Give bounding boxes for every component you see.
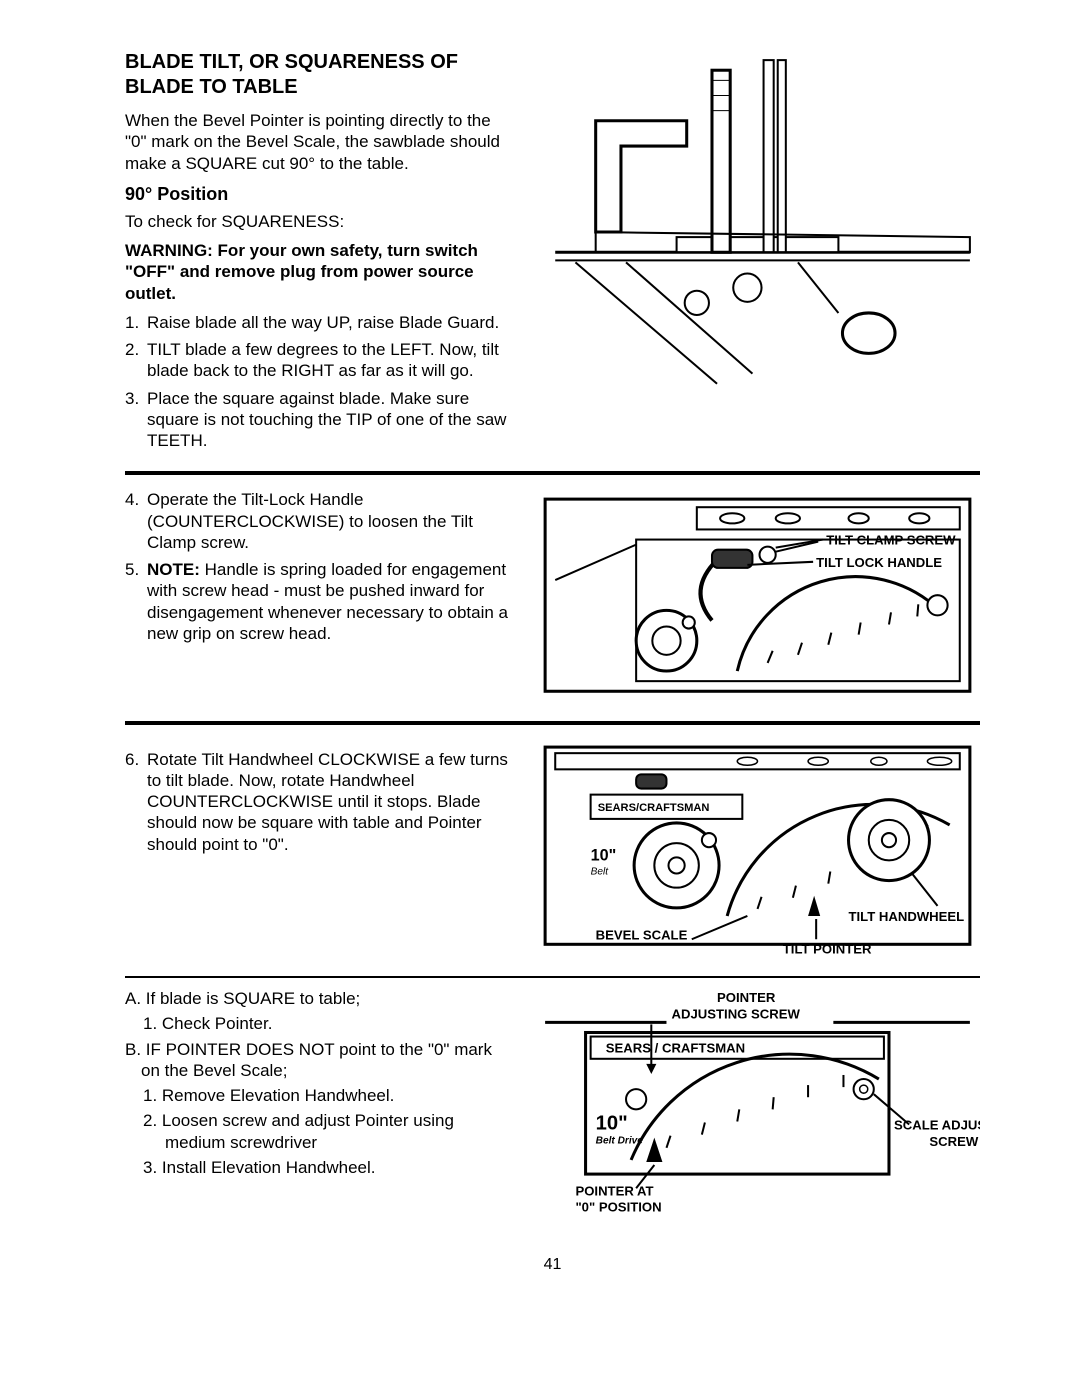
figure-2-tilt-lock: TILT CLAMP SCREW TILT LOCK HANDLE — [535, 489, 980, 706]
ninety-deg-heading: 90° Position — [125, 184, 515, 205]
figure-3-tilt-handwheel: SEARS/CRAFTSMAN 10" Belt — [535, 739, 980, 967]
label-tilt-lock-handle: TILT LOCK HANDLE — [816, 555, 942, 570]
warning-line: WARNING: For your own safety, turn switc… — [125, 240, 515, 304]
intro-paragraph: When the Bevel Pointer is pointing direc… — [125, 110, 515, 174]
figure-2-svg: TILT CLAMP SCREW TILT LOCK HANDLE — [535, 489, 980, 701]
sec-b-2: 2. Loosen screw and adjust Pointer using… — [125, 1110, 515, 1153]
step-5-text: Handle is spring loaded for engagement w… — [147, 560, 508, 643]
label-belt-drive: Belt Drive — [596, 1136, 644, 1147]
sec-b: B. IF POINTER DOES NOT point to the "0" … — [125, 1039, 515, 1082]
step-2: 2.TILT blade a few degrees to the LEFT. … — [125, 339, 515, 382]
label-tilt-clamp-screw: TILT CLAMP SCREW — [826, 533, 956, 548]
rule-3 — [125, 976, 980, 978]
label-tilt-handwheel: TILT HANDWHEEL — [849, 909, 965, 924]
step-4: 4.Operate the Tilt-Lock Handle (COUNTERC… — [125, 489, 515, 553]
step-2-text: TILT blade a few degrees to the LEFT. No… — [147, 340, 499, 380]
sec-a: A. If blade is SQUARE to table; — [125, 988, 515, 1009]
rule-1 — [125, 471, 980, 475]
rule-2 — [125, 721, 980, 725]
figure-1-square-on-blade — [535, 50, 980, 399]
sec-b-3: 3. Install Elevation Handwheel. — [125, 1157, 515, 1178]
manual-page: BLADE TILT, OR SQUARENESS OF BLADE TO TA… — [125, 50, 980, 1274]
block-1-text: BLADE TILT, OR SQUARENESS OF BLADE TO TA… — [125, 50, 535, 457]
step-1: 1.Raise blade all the way UP, raise Blad… — [125, 312, 515, 333]
figure-4-pointer-adjust: POINTER ADJUSTING SCREW SEARS / CRAFTSMA… — [535, 988, 980, 1226]
label-adjusting-screw: ADJUSTING SCREW — [672, 1006, 801, 1021]
figure-4-svg: POINTER ADJUSTING SCREW SEARS / CRAFTSMA… — [535, 988, 980, 1221]
sec-b-1: 1. Remove Elevation Handwheel. — [125, 1085, 515, 1106]
block-2: 4.Operate the Tilt-Lock Handle (COUNTERC… — [125, 489, 980, 706]
step-6-text: Rotate Tilt Handwheel CLOCKWISE a few tu… — [147, 750, 508, 854]
block-4: A. If blade is SQUARE to table; 1. Check… — [125, 988, 980, 1226]
label-pointer-at: POINTER AT — [575, 1183, 653, 1198]
label-tilt-pointer: TILT POINTER — [783, 941, 872, 956]
label-brand-2: SEARS / CRAFTSMAN — [606, 1041, 745, 1056]
label-ten-inch: 10" — [591, 846, 617, 864]
sec-a-1: 1. Check Pointer. — [125, 1013, 515, 1034]
block-3-text: 6.Rotate Tilt Handwheel CLOCKWISE a few … — [125, 739, 535, 861]
page-number: 41 — [125, 1256, 980, 1274]
step-6-num: 6. — [125, 749, 147, 770]
step-3-text: Place the square against blade. Make sur… — [147, 389, 506, 451]
step-6-item: 6.Rotate Tilt Handwheel CLOCKWISE a few … — [125, 749, 515, 855]
step-6: 6.Rotate Tilt Handwheel CLOCKWISE a few … — [125, 749, 515, 855]
block-1: BLADE TILT, OR SQUARENESS OF BLADE TO TA… — [125, 50, 980, 457]
block-2-text: 4.Operate the Tilt-Lock Handle (COUNTERC… — [125, 489, 535, 650]
label-zero-position: "0" POSITION — [575, 1200, 661, 1215]
section-title: BLADE TILT, OR SQUARENESS OF BLADE TO TA… — [125, 50, 515, 100]
step-4-num: 4. — [125, 489, 147, 510]
steps-1-3: 1.Raise blade all the way UP, raise Blad… — [125, 312, 515, 452]
step-5-note: NOTE: — [147, 560, 200, 579]
check-line: To check for SQUARENESS: — [125, 211, 515, 232]
label-bevel-scale: BEVEL SCALE — [596, 927, 688, 942]
label-scale-adjusting: SCALE ADJUSTING — [894, 1118, 980, 1133]
label-belt: Belt — [591, 866, 610, 877]
step-3: 3.Place the square against blade. Make s… — [125, 388, 515, 452]
label-brand: SEARS/CRAFTSMAN — [598, 801, 710, 813]
label-screw: SCREW — [929, 1134, 978, 1149]
label-pointer: POINTER — [717, 990, 776, 1005]
steps-4-5: 4.Operate the Tilt-Lock Handle (COUNTERC… — [125, 489, 515, 644]
step-5-num: 5. — [125, 559, 147, 580]
step-4-text: Operate the Tilt-Lock Handle (COUNTERCLO… — [147, 490, 473, 552]
label-ten-2: 10" — [596, 1113, 628, 1135]
figure-3-svg: SEARS/CRAFTSMAN 10" Belt — [535, 739, 980, 962]
figure-1-svg — [535, 50, 980, 394]
step-1-text: Raise blade all the way UP, raise Blade … — [147, 313, 499, 332]
block-3: 6.Rotate Tilt Handwheel CLOCKWISE a few … — [125, 739, 980, 967]
block-4-text: A. If blade is SQUARE to table; 1. Check… — [125, 988, 535, 1182]
step-5: 5.NOTE: Handle is spring loaded for enga… — [125, 559, 515, 644]
